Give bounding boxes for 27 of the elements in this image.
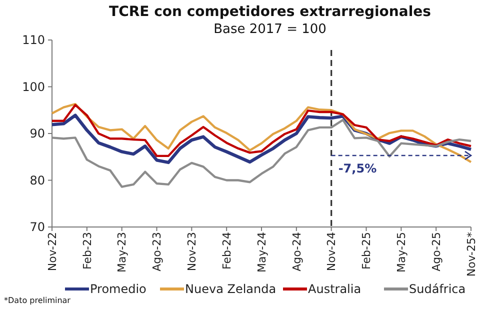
- x-tick-label: May-25: [395, 232, 408, 273]
- x-tick-label: Ago-23: [150, 232, 164, 272]
- legend-label: Sudáfrica: [409, 282, 466, 296]
- text: *Dato preliminar: [4, 296, 72, 305]
- x-tick-label: Nov-25*: [464, 232, 478, 277]
- x-tick-label: Feb-25: [360, 232, 374, 270]
- chart-title: TCRE con competidores extrarregionales: [109, 4, 431, 20]
- x-tick-label: May-24: [255, 232, 268, 273]
- line-series: [50, 118, 472, 188]
- legend-label: Australia: [308, 282, 362, 296]
- legend-label: Nueva Zelanda: [185, 282, 276, 296]
- y-tick-label: 70: [30, 220, 45, 234]
- chart-subtitle: Base 2017 = 100: [214, 22, 326, 37]
- x-tick-label: Nov-23: [186, 232, 199, 272]
- x-tick-label: Nov-24: [325, 232, 338, 272]
- x-tick-label: Feb-24: [220, 232, 234, 270]
- legend-label: Promedio: [90, 282, 146, 296]
- x-tick-label: Ago-25: [430, 232, 443, 272]
- x-tick-label: May-23: [116, 232, 129, 273]
- annotation: -7,5%: [338, 161, 377, 176]
- x-tick-label: Ago-24: [290, 232, 304, 272]
- y-tick-label: 110: [22, 33, 45, 48]
- y-tick-label: 100: [22, 80, 45, 94]
- x-tick-label: Nov-22: [46, 232, 59, 272]
- x-tick-label: Feb-23: [80, 232, 94, 270]
- y-tick-label: 80: [30, 173, 45, 188]
- y-tick-label: 90: [30, 126, 45, 141]
